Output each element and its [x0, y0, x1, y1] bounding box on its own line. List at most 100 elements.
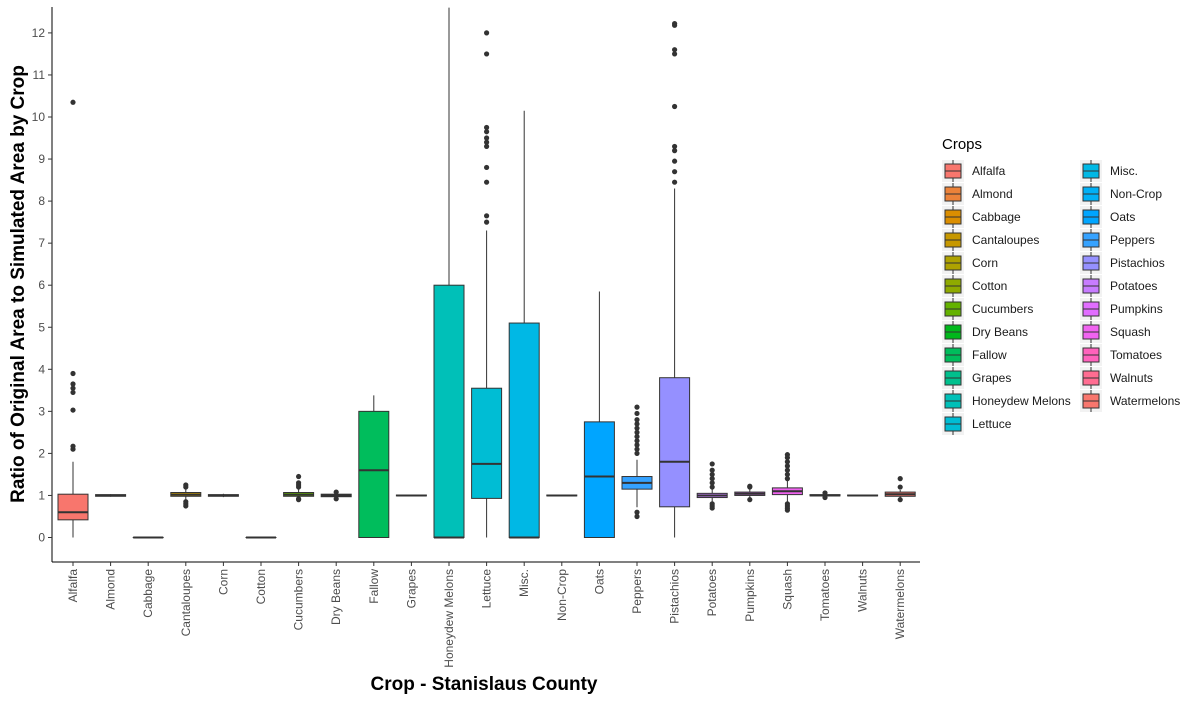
- outlier-point: [484, 125, 489, 130]
- x-tick-label: Cabbage: [141, 569, 155, 618]
- outlier-point: [484, 165, 489, 170]
- x-tick-label: Dry Beans: [329, 569, 343, 625]
- y-tick-label: 5: [38, 320, 45, 334]
- box-body: [584, 422, 614, 538]
- legend-label: Dry Beans: [972, 325, 1028, 339]
- outlier-point: [898, 476, 903, 481]
- outlier-point: [484, 30, 489, 35]
- x-tick-label: Lettuce: [480, 569, 494, 609]
- outlier-point: [672, 169, 677, 174]
- outlier-point: [296, 496, 301, 501]
- box-body: [434, 285, 464, 537]
- box-15: [622, 405, 652, 520]
- box-6: [284, 474, 314, 502]
- legend-label: Non-Crop: [1110, 187, 1162, 201]
- outlier-point: [484, 180, 489, 185]
- outlier-point: [672, 104, 677, 109]
- x-tick-label: Squash: [780, 569, 794, 610]
- outlier-point: [484, 220, 489, 225]
- x-tick-label: Honeydew Melons: [442, 569, 456, 668]
- box-4: [208, 494, 238, 497]
- outlier-point: [634, 405, 639, 410]
- box-20: [810, 490, 840, 500]
- y-tick-label: 3: [38, 404, 45, 418]
- outlier-point: [634, 417, 639, 422]
- plot-area: [58, 8, 915, 538]
- y-tick-label: 1: [38, 488, 45, 502]
- x-tick-label: Pistachios: [668, 569, 682, 624]
- outlier-point: [710, 461, 715, 466]
- legend-item-9: Grapes: [942, 367, 1011, 389]
- outlier-point: [785, 452, 790, 457]
- outlier-point: [70, 371, 75, 376]
- box-21: [848, 495, 878, 497]
- legend-label: Almond: [972, 187, 1013, 201]
- legend-item-10: Honeydew Melons: [942, 390, 1071, 412]
- legend-item-13: Non-Crop: [1080, 183, 1162, 205]
- outlier-point: [898, 484, 903, 489]
- box-body: [660, 378, 690, 507]
- legend-item-4: Corn: [942, 252, 998, 274]
- legend-label: Cabbage: [972, 210, 1021, 224]
- outlier-point: [822, 495, 827, 500]
- legend-label: Honeydew Melons: [972, 394, 1071, 408]
- outlier-point: [484, 51, 489, 56]
- legend-label: Peppers: [1110, 233, 1155, 247]
- x-tick-label: Misc.: [517, 569, 531, 597]
- x-tick-label: Grapes: [404, 569, 418, 608]
- legend-item-0: Alfalfa: [942, 160, 1006, 182]
- x-tick-label: Alfalfa: [66, 569, 80, 603]
- box-8: [359, 395, 389, 537]
- legend-item-1: Almond: [942, 183, 1013, 205]
- outlier-point: [710, 468, 715, 473]
- legend-label: Pistachios: [1110, 256, 1165, 270]
- box-3: [171, 482, 201, 508]
- legend-label: Corn: [972, 256, 998, 270]
- x-tick-label: Tomatoes: [818, 569, 832, 621]
- legend-label: Potatoes: [1110, 279, 1157, 293]
- box-7: [321, 489, 351, 501]
- outlier-point: [672, 180, 677, 185]
- legend: Crops AlfalfaAlmondCabbageCantaloupesCor…: [942, 136, 1180, 435]
- x-tick-label: Almond: [104, 569, 118, 610]
- outlier-point: [672, 21, 677, 26]
- box-19: [772, 452, 802, 513]
- outlier-point: [634, 510, 639, 515]
- y-tick-label: 9: [38, 152, 45, 166]
- x-tick-label: Potatoes: [705, 569, 719, 616]
- legend-item-12: Misc.: [1080, 160, 1138, 182]
- outlier-point: [747, 484, 752, 489]
- x-tick-label: Walnuts: [856, 569, 870, 612]
- legend-label: Walnuts: [1110, 371, 1153, 385]
- y-tick-label: 11: [33, 68, 46, 82]
- outlier-point: [672, 159, 677, 164]
- outlier-point: [672, 144, 677, 149]
- outlier-point: [822, 490, 827, 495]
- outlier-point: [898, 497, 903, 502]
- x-tick-label: Non-Crop: [555, 569, 569, 621]
- legend-item-8: Fallow: [942, 344, 1007, 366]
- legend-item-22: Watermelons: [1080, 390, 1180, 412]
- outlier-point: [747, 497, 752, 502]
- outlier-point: [672, 47, 677, 52]
- legend-label: Pumpkins: [1110, 302, 1163, 316]
- box-17: [697, 461, 727, 510]
- legend-label: Watermelons: [1110, 394, 1180, 408]
- box-body: [509, 323, 539, 537]
- outlier-point: [710, 501, 715, 506]
- legend-item-6: Cucumbers: [942, 298, 1033, 320]
- box-13: [547, 495, 577, 497]
- legend-label: Tomatoes: [1110, 348, 1162, 362]
- legend-label: Oats: [1110, 210, 1135, 224]
- outlier-point: [785, 501, 790, 506]
- legend-item-21: Walnuts: [1080, 367, 1153, 389]
- outlier-point: [183, 482, 188, 487]
- y-tick-label: 6: [38, 278, 45, 292]
- outlier-point: [70, 100, 75, 105]
- legend-item-20: Tomatoes: [1080, 344, 1162, 366]
- outlier-point: [484, 135, 489, 140]
- legend-label: Cucumbers: [972, 302, 1033, 316]
- box-body: [472, 388, 502, 498]
